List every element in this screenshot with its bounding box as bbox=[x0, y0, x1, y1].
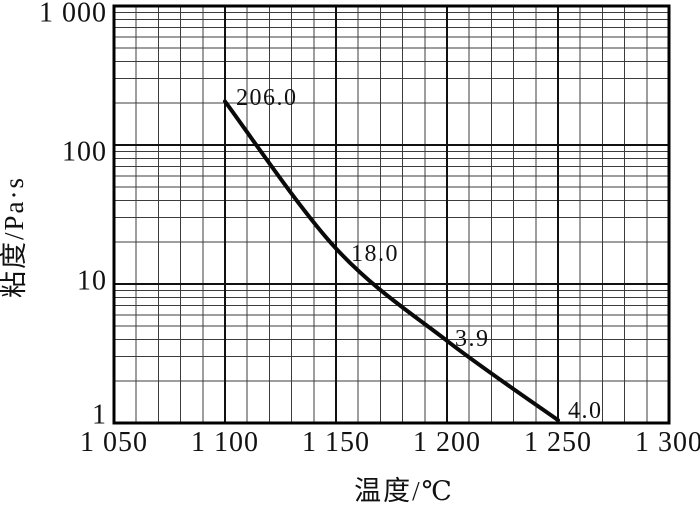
plot-border bbox=[112, 4, 671, 425]
point-label: 4.0 bbox=[568, 398, 603, 424]
x-tick-label: 1 150 bbox=[302, 427, 370, 458]
y-tick-label: 1 000 bbox=[39, 0, 107, 29]
point-label: 18.0 bbox=[351, 241, 399, 267]
x-tick-label: 1 100 bbox=[191, 427, 259, 458]
y-axis-tick-labels: 1 000 100 10 1 bbox=[39, 0, 107, 431]
x-axis-title: 温度/℃ bbox=[354, 476, 454, 505]
viscosity-curve bbox=[223, 99, 560, 423]
grid-minor-lines bbox=[114, 6, 669, 423]
y-tick-label: 100 bbox=[62, 137, 107, 168]
x-tick-label: 1 300 bbox=[635, 427, 700, 458]
x-tick-label: 1 200 bbox=[413, 427, 481, 458]
x-tick-label: 1 250 bbox=[524, 427, 592, 458]
data-point-labels: 206.0 18.0 3.9 4.0 bbox=[236, 85, 603, 424]
y-tick-label: 1 bbox=[92, 400, 107, 431]
y-axis-title: 粘度/Pa·s bbox=[0, 176, 29, 298]
point-label: 206.0 bbox=[236, 85, 298, 111]
grid-major-lines bbox=[113, 5, 670, 424]
y-tick-label: 10 bbox=[77, 266, 107, 297]
x-tick-label: 1 050 bbox=[80, 427, 148, 458]
x-axis-tick-labels: 1 050 1 100 1 150 1 200 1 250 1 300 bbox=[80, 427, 700, 458]
point-label: 3.9 bbox=[455, 326, 490, 352]
